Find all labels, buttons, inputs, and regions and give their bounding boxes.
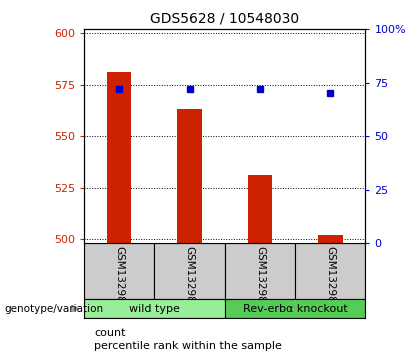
Bar: [225, 299, 365, 318]
Bar: [107, 72, 131, 243]
Text: GSM1329813: GSM1329813: [255, 246, 265, 316]
Text: count: count: [94, 328, 126, 338]
Text: percentile rank within the sample: percentile rank within the sample: [94, 341, 282, 351]
Bar: [225, 243, 295, 299]
Bar: [295, 243, 365, 299]
Title: GDS5628 / 10548030: GDS5628 / 10548030: [150, 11, 299, 25]
Text: Rev-erbα knockout: Rev-erbα knockout: [243, 303, 347, 314]
Text: GSM1329812: GSM1329812: [184, 246, 194, 316]
Text: GSM1329811: GSM1329811: [114, 246, 124, 316]
Bar: [84, 299, 225, 318]
Bar: [247, 175, 272, 243]
Text: genotype/variation: genotype/variation: [4, 303, 103, 314]
Text: GSM1329814: GSM1329814: [325, 246, 335, 316]
Bar: [155, 243, 225, 299]
Bar: [177, 109, 202, 243]
Bar: [84, 243, 155, 299]
Bar: [318, 235, 343, 243]
Text: wild type: wild type: [129, 303, 180, 314]
